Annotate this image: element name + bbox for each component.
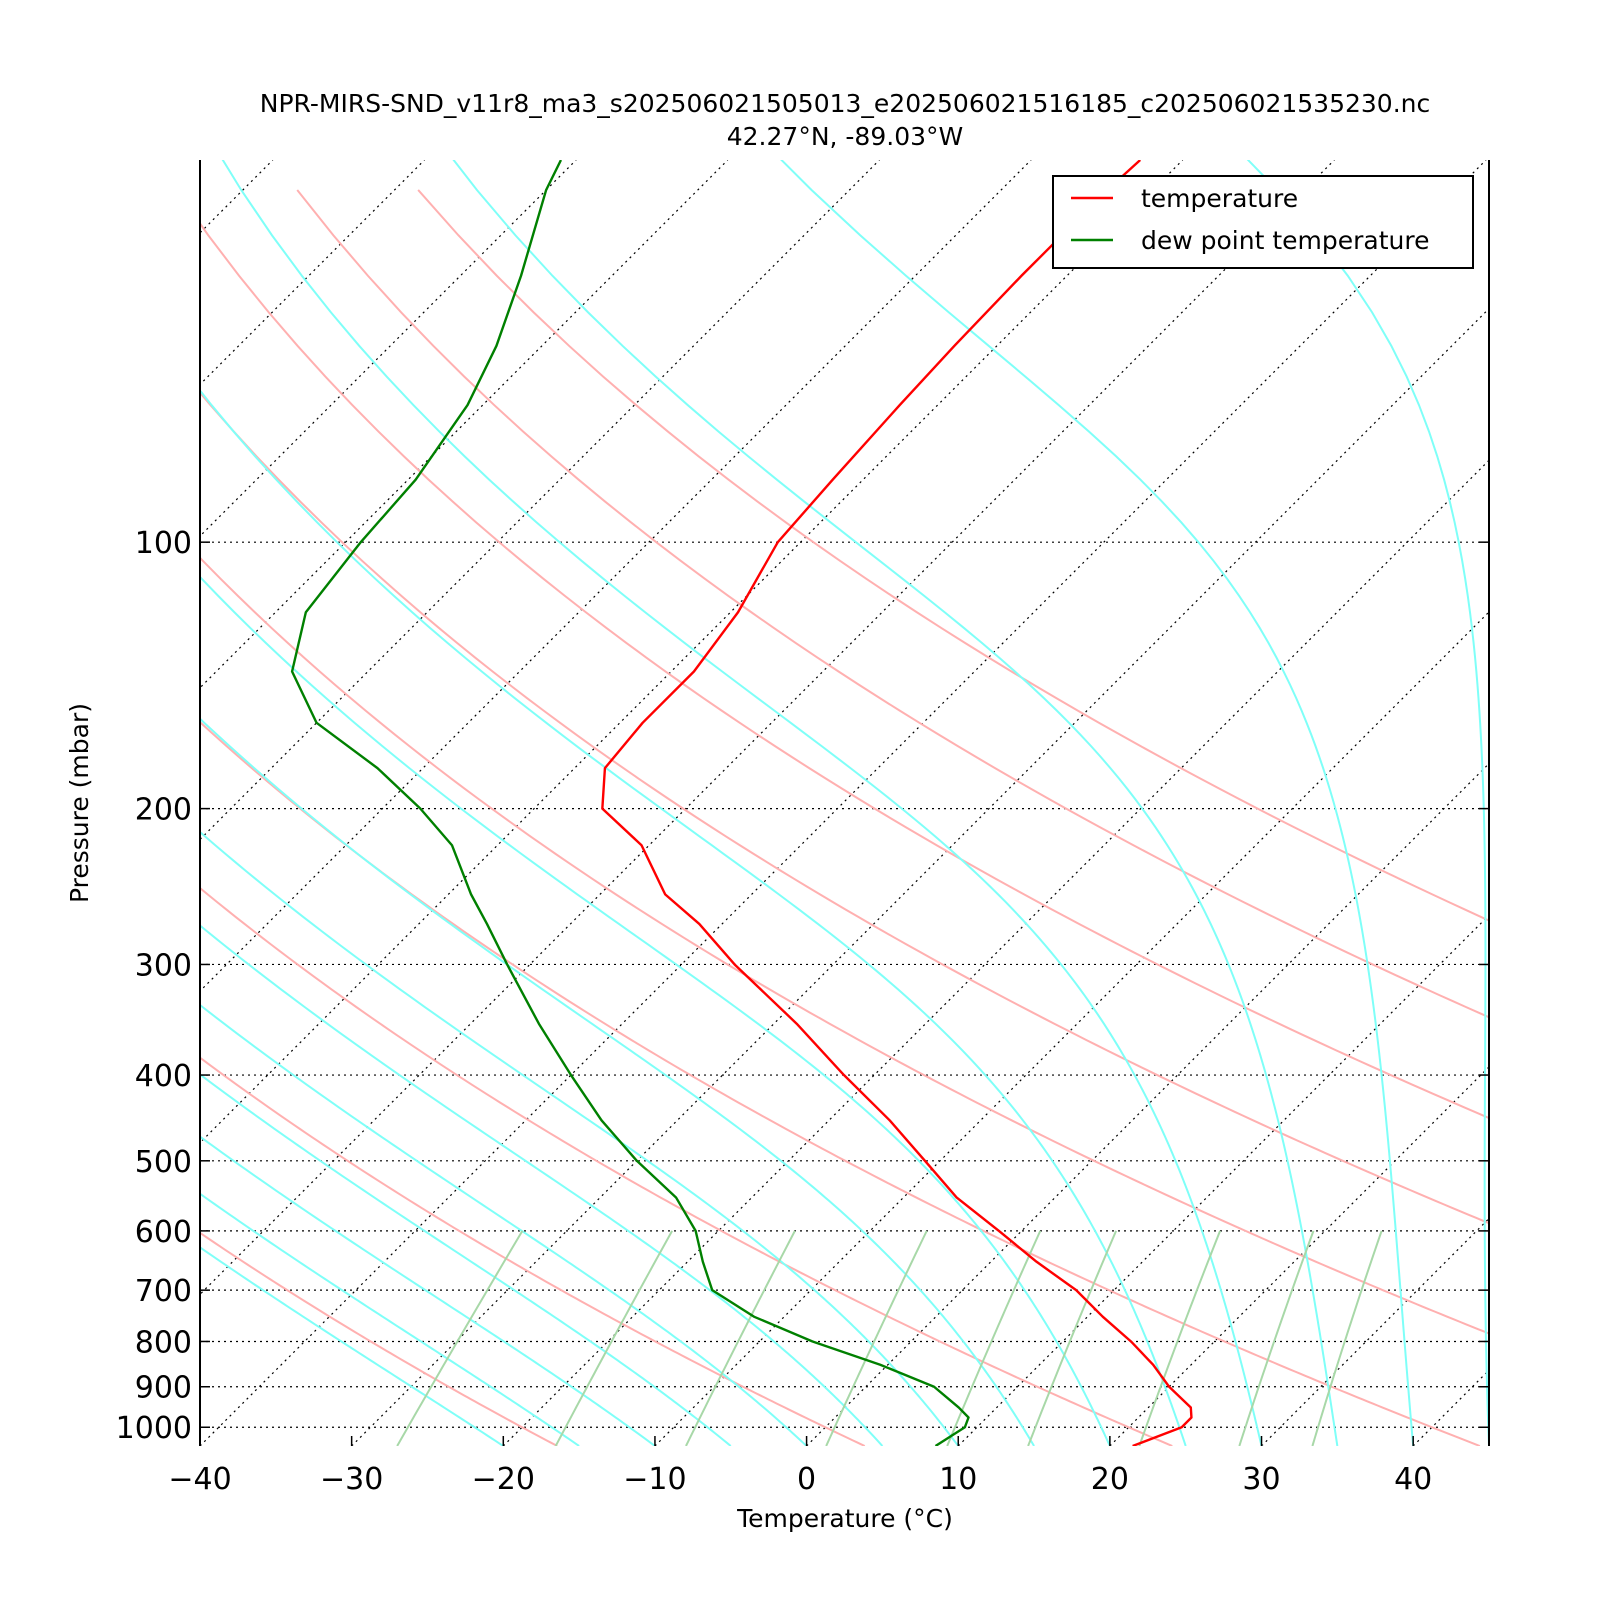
- moist-adiabat-line: [200, 1073, 732, 1446]
- x-tick-label: −20: [472, 1462, 535, 1497]
- legend-label-dewpoint: dew point temperature: [1141, 226, 1430, 255]
- y-tick-label: 900: [135, 1371, 192, 1406]
- y-tick-label: 500: [135, 1145, 192, 1180]
- x-tick-label: 30: [1242, 1462, 1280, 1497]
- mixing-ratio-line: [1027, 1230, 1117, 1446]
- y-tick-label: 100: [135, 526, 192, 561]
- y-tick-label: 1000: [116, 1411, 192, 1446]
- moist-adiabat-line: [200, 1135, 656, 1446]
- y-axis-label: Pressure (mbar): [65, 703, 94, 903]
- mixing-ratio-line: [685, 1230, 796, 1446]
- x-tick-label: 40: [1394, 1462, 1432, 1497]
- x-tick-label: −40: [168, 1462, 231, 1497]
- mixing-ratio-line: [1138, 1230, 1222, 1446]
- legend: temperature dew point temperature: [1052, 175, 1474, 269]
- dew-point-line: [290, 160, 970, 1446]
- y-tick-label: 400: [135, 1059, 192, 1094]
- mixing-ratio-line: [946, 1230, 1042, 1446]
- mixing-ratio-line: [1311, 1230, 1383, 1446]
- dry-adiabat-line: [200, 221, 1489, 1120]
- mixing-ratio-line: [825, 1230, 928, 1446]
- mixing-ratio-line: [396, 1230, 524, 1446]
- moist-adiabat-line: [200, 717, 1035, 1446]
- x-tick-label: −30: [320, 1462, 383, 1497]
- x-tick-label: 0: [797, 1462, 816, 1497]
- x-axis-label: Temperature (°C): [736, 1504, 953, 1533]
- y-tick-label: 600: [135, 1215, 192, 1250]
- moist-adiabat-line: [1246, 160, 1489, 1446]
- mixing-ratio-line: [554, 1230, 673, 1446]
- axis-ticks: −40 −30 −20 −10 0 10 20 30 40 100 200 300 400 500 600 7…: [116, 526, 1489, 1497]
- moist-adiabat-line: [200, 575, 1111, 1446]
- moist-adiabat-line: [200, 1003, 808, 1446]
- temperature-line: [601, 160, 1193, 1446]
- moist-adiabat-line: [200, 830, 960, 1446]
- data-series: [290, 160, 1193, 1446]
- x-tick-label: −10: [623, 1462, 686, 1497]
- x-tick-label: 10: [939, 1462, 977, 1497]
- x-tick-label: 20: [1091, 1462, 1129, 1497]
- chart-title: NPR-MIRS-SND_v11r8_ma3_s202506021505013_…: [260, 89, 1431, 118]
- dry-adiabat-line: [200, 556, 1489, 1335]
- y-tick-label: 200: [135, 793, 192, 828]
- y-tick-label: 700: [135, 1274, 192, 1309]
- legend-label-temperature: temperature: [1141, 184, 1298, 213]
- dry-adiabat-line: [200, 886, 1173, 1446]
- dry-adiabat-line: [200, 1056, 866, 1446]
- dry-adiabat-line: [417, 189, 1489, 922]
- y-tick-label: 800: [135, 1325, 192, 1360]
- legend-box: [1052, 175, 1474, 269]
- isotherm-line: [1565, 160, 1600, 1446]
- moist-adiabat-line: [780, 160, 1415, 1446]
- moist-adiabat-line: [200, 1192, 580, 1446]
- moist-adiabat-line: [200, 924, 884, 1446]
- moist-adiabat-line: [221, 160, 1263, 1446]
- moist-adiabat-line: [452, 160, 1339, 1446]
- dry-adiabat-line: [200, 391, 1489, 1225]
- mixing-ratio-line: [1238, 1230, 1315, 1446]
- y-tick-label: 300: [135, 948, 192, 983]
- dry-adiabat-line: [296, 189, 1489, 1019]
- chart-subtitle: 42.27°N, -89.03°W: [727, 122, 963, 151]
- moist-adiabat-line: [200, 1246, 504, 1446]
